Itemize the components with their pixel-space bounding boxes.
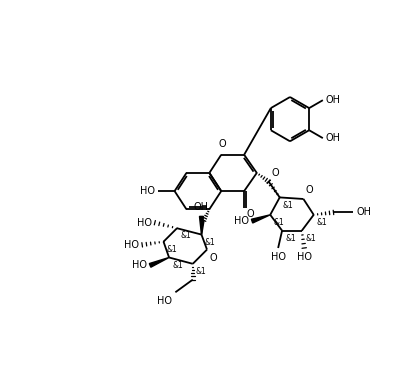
Text: O: O [209, 253, 217, 263]
Text: O: O [271, 168, 279, 178]
Text: HO: HO [124, 240, 139, 250]
Text: &1: &1 [283, 200, 294, 210]
Text: &1: &1 [205, 238, 215, 247]
Text: OH: OH [357, 207, 372, 217]
Text: &1: &1 [172, 261, 183, 270]
Text: HO: HO [271, 252, 286, 262]
Text: HO: HO [234, 216, 249, 226]
Text: HO: HO [137, 218, 152, 228]
Text: &1: &1 [167, 245, 177, 254]
Text: &1: &1 [285, 234, 296, 243]
Text: OH: OH [194, 202, 209, 212]
Text: &1: &1 [317, 218, 328, 227]
Polygon shape [251, 215, 270, 223]
Text: OH: OH [325, 133, 340, 143]
Text: &1: &1 [305, 234, 316, 243]
Text: HO: HO [140, 186, 155, 196]
Text: HO: HO [157, 296, 172, 306]
Text: HO: HO [297, 252, 312, 262]
Text: &1: &1 [274, 218, 284, 227]
Text: &1: &1 [196, 267, 207, 276]
Text: O: O [306, 185, 314, 195]
Text: &1: &1 [180, 231, 191, 240]
Text: OH: OH [325, 95, 340, 105]
Polygon shape [199, 216, 203, 235]
Text: O: O [218, 139, 226, 149]
Text: O: O [246, 209, 254, 219]
Text: HO: HO [132, 260, 147, 271]
Polygon shape [149, 257, 169, 267]
